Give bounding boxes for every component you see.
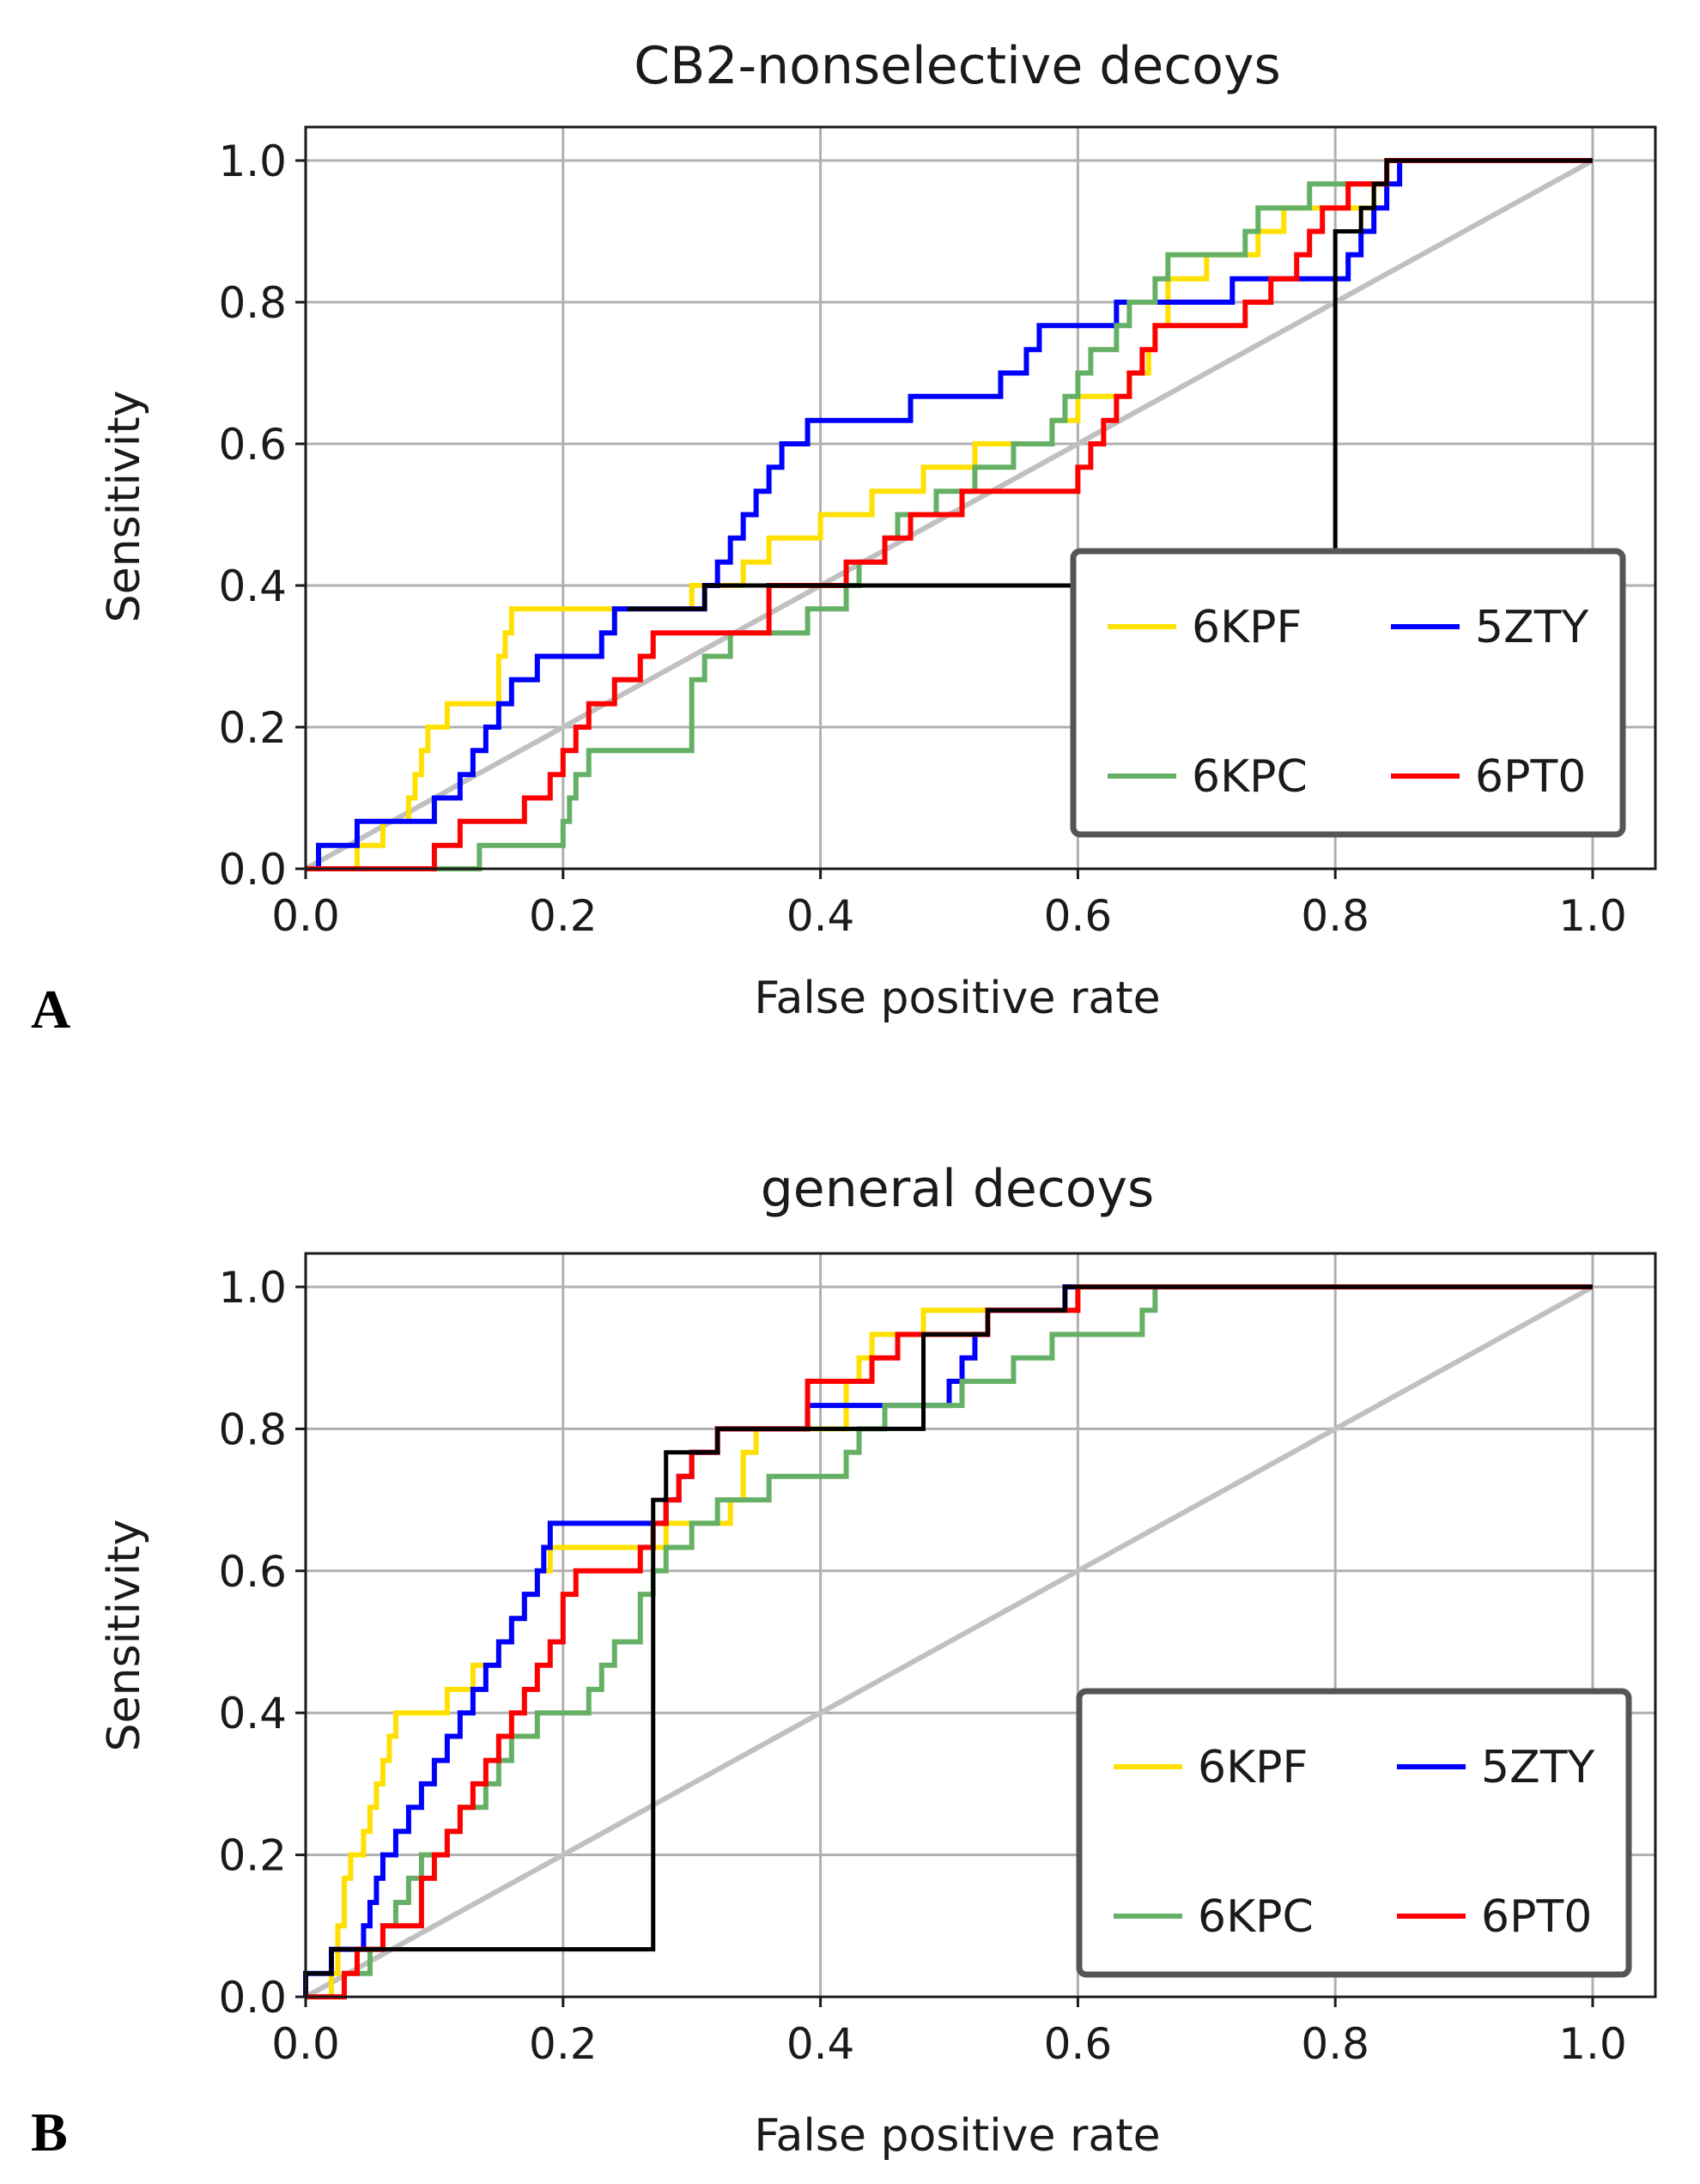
x-axis-title: False positive rate [754, 2110, 1160, 2162]
legend: 6KPF 5ZTY 6KPC 6PT0 [1076, 1688, 1632, 1978]
legend-label-5zty: 5ZTY [1475, 602, 1588, 653]
legend-box [1076, 1688, 1632, 1978]
panel-label: B [31, 2102, 68, 2163]
x-tick-label: 0.2 [529, 891, 598, 941]
series-line-overlap [627, 158, 1593, 611]
legend-label-6pt0: 6PT0 [1481, 1891, 1592, 1943]
legend-label-6kpf: 6KPF [1198, 1742, 1308, 1793]
y-tick-label: 0.2 [218, 1831, 287, 1881]
series-line-6kpf [306, 158, 1593, 871]
legend-label-5zty: 5ZTY [1481, 1742, 1594, 1793]
y-axis-title: Sensitivity [99, 1520, 150, 1752]
legend-label-6pt0: 6PT0 [1475, 751, 1586, 803]
x-tick-label: 1.0 [1558, 2019, 1627, 2069]
x-tick-label: 0.8 [1301, 2019, 1369, 2069]
y-tick-label: 0.4 [218, 1689, 287, 1738]
legend-label-6kpc: 6KPC [1192, 751, 1308, 803]
x-axis-title: False positive rate [754, 973, 1160, 1024]
chart-title: CB2-nonselective decoys [634, 36, 1281, 96]
series-line-6pt0 [306, 1284, 1593, 1999]
y-tick-label: 1.0 [218, 1263, 287, 1313]
y-tick-label: 0.6 [218, 420, 287, 470]
x-tick-label: 1.0 [1558, 891, 1627, 941]
roc-chart-cb2-nonselective: CB2-nonselective decoys 0.0 0.2 0.4 0.6 0.8 1… [31, 36, 1657, 1040]
x-tick-label: 0.6 [1044, 891, 1113, 941]
x-tick-label: 0.8 [1301, 891, 1369, 941]
plot-frame [304, 1252, 1657, 1999]
series-line-overlap [303, 1284, 1593, 1997]
random-classifier-diagonal [304, 1284, 1594, 1999]
y-tick-label: 0.4 [218, 561, 287, 611]
y-tick-label: 0.8 [218, 1404, 287, 1454]
x-tick-label: 0.6 [1044, 2019, 1113, 2069]
y-tick-label: 0.6 [218, 1547, 287, 1597]
panel-label: A [31, 979, 70, 1040]
chart-title: general decoys [761, 1159, 1155, 1219]
x-tick-label: 0.4 [786, 891, 855, 941]
x-tick-label: 0.0 [271, 891, 340, 941]
y-tick-label: 0.2 [218, 703, 287, 753]
y-axis-title: Sensitivity [99, 391, 150, 623]
plot-frame [304, 125, 1657, 871]
x-tick-label: 0.4 [786, 2019, 855, 2069]
y-tick-label: 0.0 [218, 1973, 287, 2023]
y-tick-label: 1.0 [218, 136, 287, 186]
y-tick-label: 0.8 [218, 278, 287, 328]
y-tick-label: 0.0 [218, 845, 287, 895]
legend-label-6kpf: 6KPF [1192, 602, 1302, 653]
legend-label-6kpc: 6KPC [1198, 1891, 1314, 1943]
x-tick-label: 0.0 [271, 2019, 340, 2069]
series-line-6kpc [306, 1284, 1593, 1999]
series-line-6pt0 [306, 158, 1593, 871]
legend: 6KPF 5ZTY 6KPC 6PT0 [1070, 548, 1626, 838]
roc-chart-general: general decoys 0.0 0.2 0.4 0.6 0.8 1.0 0.0 0.2 0… [31, 1159, 1657, 2163]
x-tick-label: 0.2 [529, 2019, 598, 2069]
legend-box [1070, 548, 1626, 838]
